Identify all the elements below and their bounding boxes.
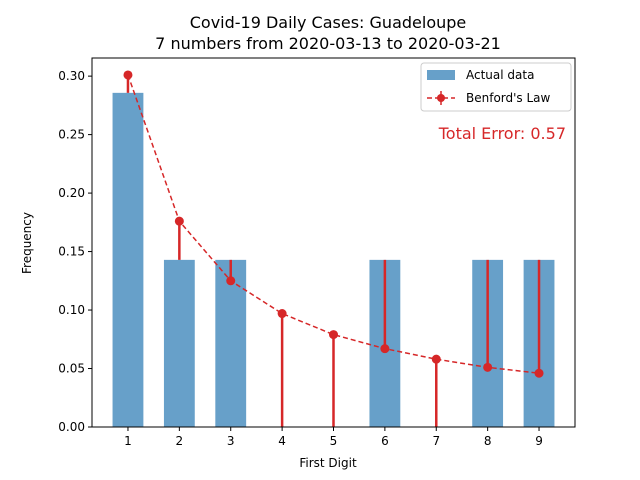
y-tick-label-4: 0.20 (58, 186, 85, 200)
legend: Actual data Benford's Law (420, 62, 572, 112)
legend-label-actual-data: Actual data (466, 68, 534, 82)
benford-law-line (127, 74, 540, 374)
y-tick-label-0: 0.00 (58, 420, 85, 434)
bar-digit-3 (215, 259, 247, 427)
plot-area: 1 2 3 4 5 6 7 8 9 0.00 0.05 0.10 0.15 0.20 0.25 0.30 (58, 57, 576, 448)
y-tick-label-1: 0.05 (58, 362, 85, 376)
legend-label-benford-law: Benford's Law (466, 91, 551, 105)
x-tick-label-7: 7 (432, 434, 440, 448)
total-error-annotation: Total Error: 0.57 (438, 124, 566, 143)
benford-point-digit-5 (329, 330, 338, 340)
benford-point-digit-1 (123, 70, 133, 80)
benford-point-digit-6 (380, 344, 390, 354)
x-tick-label-3: 3 (227, 434, 235, 448)
y-tick-label-3: 0.15 (58, 245, 85, 259)
y-tick-label-5: 0.25 (58, 128, 85, 142)
x-tick-label-9: 9 (535, 434, 543, 448)
benford-point-digit-9 (534, 368, 544, 378)
legend-swatch-benford-marker (437, 94, 445, 102)
x-tick-label-4: 4 (278, 434, 286, 448)
bar-digit-1 (112, 92, 144, 427)
legend-swatch-actual-data (427, 70, 455, 80)
x-tick-label-6: 6 (381, 434, 389, 448)
x-tick-label-5: 5 (330, 434, 338, 448)
bar-digit-2 (163, 259, 195, 427)
y-axis-label: Frequency (20, 212, 34, 274)
x-tick-label-2: 2 (176, 434, 184, 448)
y-tick-label-2: 0.10 (58, 303, 85, 317)
benford-point-digit-2 (174, 216, 184, 226)
benford-point-digit-3 (226, 276, 236, 286)
x-tick-label-8: 8 (484, 434, 492, 448)
chart-title: Covid-19 Daily Cases: Guadeloupe (190, 13, 467, 32)
benford-point-digit-8 (483, 362, 493, 372)
benford-point-digit-7 (431, 354, 441, 364)
x-tick-label-1: 1 (124, 434, 132, 448)
legend-frame (420, 62, 572, 112)
chart-subtitle: 7 numbers from 2020-03-13 to 2020-03-21 (155, 34, 501, 53)
benford-point-digit-4 (277, 309, 287, 319)
x-axis-label: First Digit (299, 456, 357, 470)
y-tick-label-6: 0.30 (58, 69, 85, 83)
